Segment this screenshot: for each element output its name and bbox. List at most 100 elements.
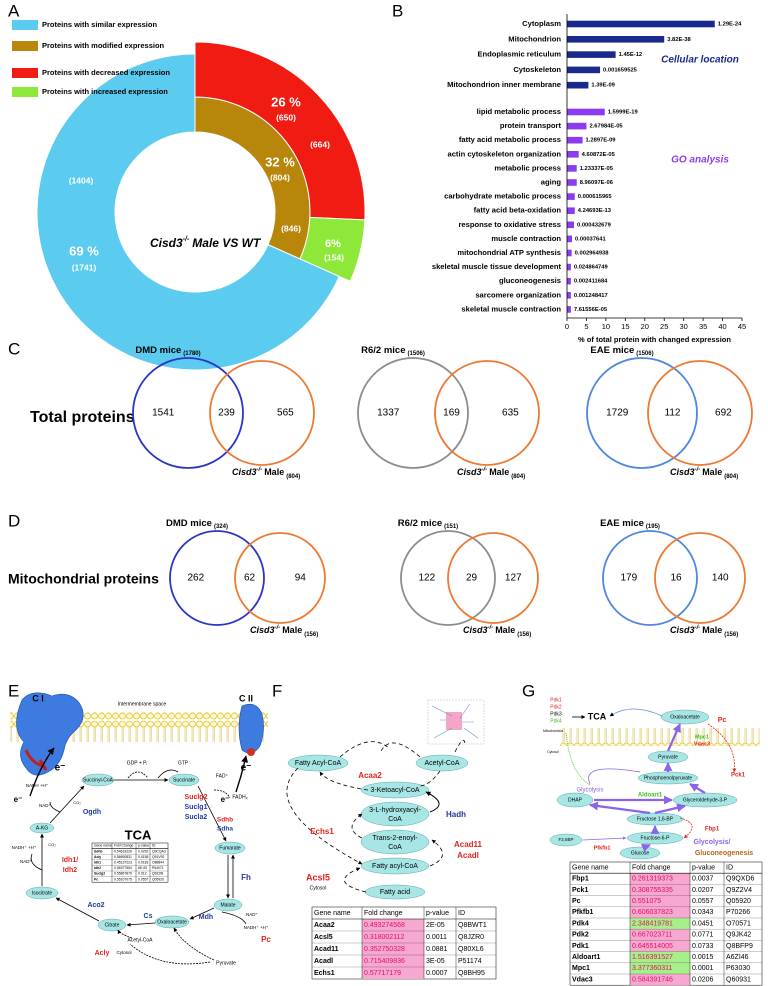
pathway-label: Glucose (631, 850, 650, 856)
metabolite (660, 709, 710, 725)
p-value-label: 2.67984E-05 (589, 124, 623, 130)
pathway-label: Acly (95, 950, 110, 957)
legend-label: Proteins with similar expression (42, 20, 157, 29)
venn-count: 140 (712, 573, 729, 584)
complex-two-detail (247, 748, 255, 756)
p-value-label: 1.23337E-05 (580, 166, 614, 172)
set-size: (804) (511, 474, 525, 480)
pathway-label: CO₂ (73, 800, 81, 805)
pathway-label: Idh2 (63, 867, 77, 874)
table-header: Fold change (364, 910, 403, 917)
pathway-label: CoA (388, 844, 402, 851)
p-value-label: 0.000432679 (577, 222, 612, 228)
arrow (689, 783, 706, 794)
p-value-label: 1.29E-24 (718, 22, 742, 28)
arrow (127, 771, 149, 779)
venn-circle (647, 360, 753, 466)
legend-swatch (12, 20, 38, 30)
table-cell: 0.645514005 (632, 943, 673, 950)
bar (567, 207, 575, 214)
venn-count: 565 (277, 408, 294, 419)
pathway-label: Sdha (217, 826, 233, 833)
pathway-label: NADH⁺ +H⁺ (12, 845, 37, 850)
pathway-label: Pc (261, 935, 271, 944)
cisd3-label: Cisd3-/- Male (804) (670, 467, 738, 480)
table-cell: 0.318002112 (364, 934, 404, 941)
arrow (117, 929, 133, 939)
bar (567, 122, 587, 130)
table-cell: 0.0881 (426, 946, 448, 953)
category-label: carbohydrate metabolic process (444, 192, 561, 201)
metabolite (556, 792, 594, 808)
pathway-label: Gluconeogenesis (695, 850, 753, 857)
metabolite (360, 857, 430, 875)
pathway-label: Glycolysis (576, 788, 603, 794)
legend-swatch (12, 68, 38, 78)
center-title-part: -/- (183, 236, 190, 243)
gene-suffix: Male (282, 625, 302, 635)
x-tick-label: 30 (679, 322, 687, 331)
table-cell: P70266 (726, 909, 750, 916)
arrow (679, 817, 693, 839)
table-cell: Pc (94, 877, 98, 881)
venn-count: 692 (715, 408, 732, 419)
pathway-label: Phosphoenolpyruvate (644, 775, 693, 781)
table-cell: Q8BH95 (458, 970, 485, 977)
category-label: Endoplasmic reticulum (477, 50, 561, 59)
pathway-label: Fructose-6-P (641, 835, 671, 841)
pathway-label: Mpc1 (695, 734, 709, 740)
count-label: (1741) (72, 262, 97, 272)
arrow (454, 739, 466, 753)
cisd3-label: Cisd3-/- Male (804) (457, 467, 525, 480)
venn-circle (447, 532, 539, 624)
table-cell: 0.0001 (692, 965, 714, 972)
venn-count: 127 (505, 573, 522, 584)
center-title-part: Male VS WT (192, 236, 262, 250)
metabolite (213, 898, 243, 912)
metabolite (29, 822, 55, 834)
pathway-label: Suclg2 (185, 794, 208, 801)
center-title-part: Cisd3 (150, 236, 183, 250)
gene-sup: -/- (695, 625, 701, 631)
gene: Cisd3 (670, 625, 695, 635)
set-name: DMD mice (135, 345, 181, 356)
venn-count: 122 (419, 573, 436, 584)
bar (567, 249, 572, 257)
arrow (319, 771, 369, 791)
table-cell: 0.715409836 (364, 958, 405, 965)
pathway-label: Sdhb (217, 817, 233, 824)
gene-suffix: Male (264, 467, 284, 477)
gene-sup: -/- (257, 467, 263, 473)
count-label: (664) (310, 139, 330, 149)
cell-highlight (362, 955, 424, 967)
pathway-label: GTP (178, 760, 189, 766)
table-cell: Q80XL6 (458, 946, 484, 953)
table-cell: Q05920 (726, 898, 751, 905)
table-cell: 0.0007 (426, 970, 448, 977)
pathway-label: Glyceroldehyde-3-P (683, 797, 728, 803)
venn-count: 94 (295, 573, 307, 584)
cell-highlight (630, 962, 690, 974)
table-cell: 0.55107075 (114, 877, 132, 881)
pathway-label: Citrate (105, 922, 120, 928)
table-cell: Mpc1 (572, 965, 590, 972)
gene-sup: -/- (695, 467, 701, 473)
pathway-label: Intermembrane space (118, 701, 167, 707)
cell-highlight (362, 931, 424, 943)
venn-count: 29 (466, 573, 478, 584)
table-cell: 0.352750328 (364, 946, 405, 953)
pathway-label: Oxaloacetate (670, 714, 700, 720)
pathway-label: Cytosol (116, 950, 131, 955)
pathway-label: Fbp1 (705, 827, 720, 833)
pathway-label: GDP + Pᵢ (127, 760, 148, 766)
panel-letter: A (8, 1, 20, 20)
pathway-label: Pdk2 (550, 704, 562, 710)
p-value-label: 7.61556E-05 (574, 307, 608, 313)
pathway-label: Suclg1 (185, 804, 208, 811)
table-cell: Aldoart1 (572, 954, 601, 961)
table-cell: Acsl5 (314, 934, 333, 941)
row-label: Mitochondrial proteins (8, 571, 159, 587)
venn-count: 1729 (606, 408, 629, 419)
bar (567, 306, 571, 313)
